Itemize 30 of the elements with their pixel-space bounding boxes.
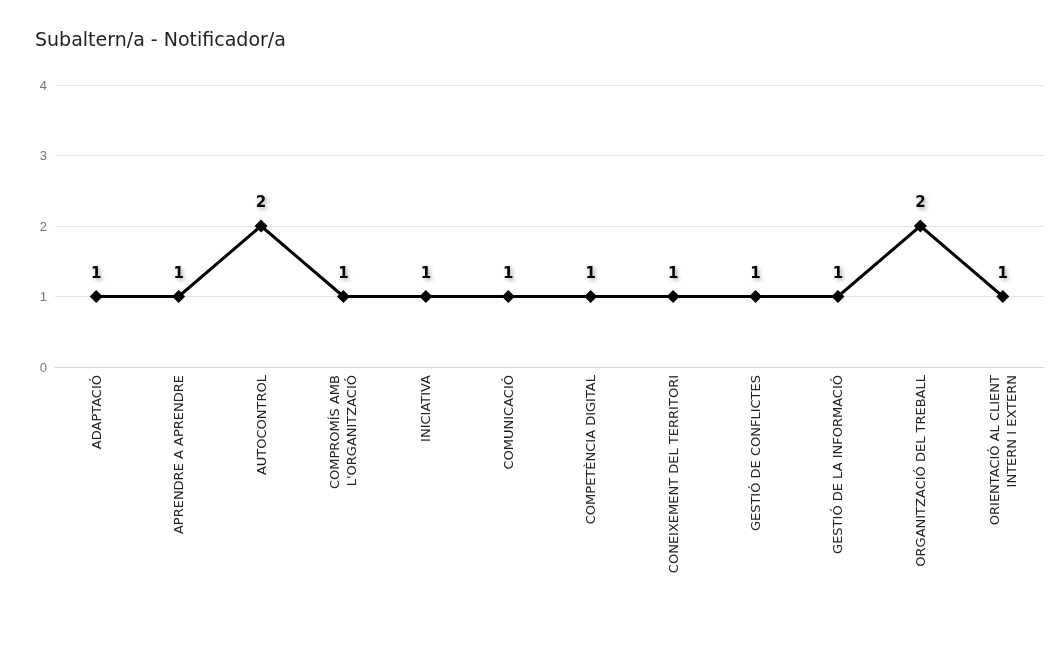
data-label: 1	[585, 263, 596, 282]
x-tick-label: APRENDRE A APRENDRE	[171, 375, 187, 535]
y-tick-label: 2	[39, 218, 47, 234]
x-tick-label: ORIENTACIÓ AL CLIENT INTERN I EXTERN	[986, 374, 1019, 526]
data-label: 1	[832, 263, 844, 282]
x-tick-label: GESTIÓ DE CONFLICTES	[748, 375, 764, 532]
x-tick-label: COMPROMÍS AMB L'ORGANITZACIÓ	[327, 375, 360, 490]
x-tick-label: COMUNICACIÓ	[500, 375, 516, 470]
x-tick-label: ADAPTACIÓ	[88, 375, 104, 450]
data-label: 1	[338, 263, 349, 282]
y-tick-label: 0	[39, 359, 47, 375]
data-label: 1	[503, 263, 514, 282]
chart-title: Subaltern/a - Notificador/a	[35, 27, 286, 50]
y-tick-label: 1	[39, 289, 47, 304]
y-tick-label: 4	[39, 77, 47, 93]
x-tick-label: ORGANITZACIÓ DEL TREBALL	[912, 374, 928, 567]
x-tick-label: COMPETÈNCIA DIGITAL	[583, 374, 599, 525]
data-label: 1	[90, 263, 102, 282]
x-tick-label: GESTIÓ DE LA INFORMACIÓ	[830, 375, 846, 554]
data-label: 1	[750, 263, 761, 282]
data-label: 1	[420, 263, 432, 282]
data-label: 2	[255, 193, 267, 211]
y-tick-label: 3	[39, 148, 47, 163]
data-label: 1	[173, 263, 184, 282]
x-tick-label: AUTOCONTROL	[253, 374, 269, 476]
x-tick-label: INICIATIVA	[418, 374, 434, 442]
data-label: 1	[667, 263, 679, 282]
x-tick-label: CONEIXEMENT DEL TERRITORI	[665, 375, 681, 574]
data-label: 1	[997, 263, 1009, 282]
data-label: 2	[915, 193, 926, 211]
